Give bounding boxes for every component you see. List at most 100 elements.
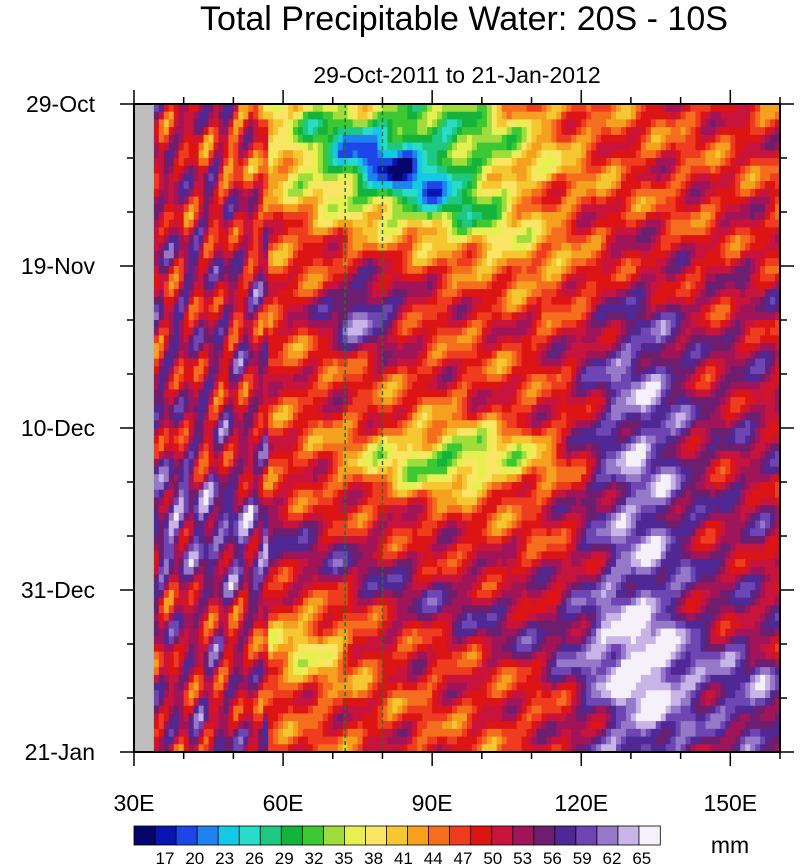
heatmap-cell [740, 250, 746, 259]
heatmap-cell [183, 134, 190, 144]
heatmap-cell [283, 104, 289, 113]
heatmap-cell [521, 119, 528, 128]
heatmap-cell [322, 389, 329, 398]
heatmap-cell [755, 134, 761, 144]
heatmap-cell [258, 289, 264, 298]
heatmap-cell [367, 374, 374, 383]
heatmap-cell [198, 273, 205, 283]
heatmap-cell [576, 204, 582, 213]
heatmap-cell [690, 250, 697, 259]
heatmap-cell [601, 350, 607, 360]
heatmap-cell [765, 227, 771, 236]
heatmap-cell [243, 327, 249, 337]
heatmap-cell [382, 389, 389, 398]
heatmap-cell [337, 181, 344, 190]
heatmap-cell [238, 281, 244, 290]
heatmap-cell [536, 258, 543, 267]
heatmap-cell [625, 320, 632, 329]
heatmap-cell [432, 165, 438, 175]
heatmap-cell [476, 219, 483, 229]
heatmap-cell [541, 381, 548, 391]
heatmap-cell [521, 358, 528, 367]
heatmap-cell [635, 150, 642, 159]
heatmap-cell [735, 374, 741, 383]
heatmap-cell [278, 134, 284, 144]
heatmap-cell [625, 204, 632, 213]
heatmap-cell [362, 212, 369, 221]
heatmap-cell [193, 258, 200, 267]
heatmap-cell [307, 304, 314, 313]
heatmap-cell [173, 304, 180, 313]
heatmap-cell [148, 173, 155, 182]
heatmap-cell [347, 235, 354, 244]
heatmap-cell [263, 258, 269, 267]
heatmap-cell [725, 281, 731, 290]
heatmap-cell [680, 181, 687, 190]
heatmap-cell [392, 296, 398, 306]
heatmap-cell [695, 181, 702, 190]
heatmap-cell [471, 173, 478, 182]
heatmap-cell [586, 227, 592, 236]
heatmap-cell [561, 304, 567, 313]
heatmap-cell [461, 258, 468, 267]
heatmap-cell [730, 196, 736, 205]
heatmap-cell [506, 312, 513, 321]
heatmap-cell [566, 258, 572, 267]
heatmap-cell [576, 358, 582, 367]
heatmap-cell [213, 250, 220, 259]
heatmap-cell [740, 374, 746, 383]
heatmap-cell [188, 296, 195, 306]
heatmap-cell [253, 335, 259, 344]
heatmap-cell [725, 173, 731, 182]
heatmap-cell [685, 312, 692, 321]
heatmap-cell [775, 242, 780, 252]
heatmap-cell [387, 312, 393, 321]
heatmap-cell [342, 119, 349, 128]
heatmap-cell [466, 296, 473, 306]
heatmap-cell [143, 219, 150, 229]
heatmap-cell [710, 204, 716, 213]
heatmap-cell [417, 281, 423, 290]
heatmap-cell [526, 127, 533, 136]
heatmap-cell [581, 111, 587, 121]
heatmap-cell [645, 335, 652, 344]
heatmap-cell [342, 196, 349, 205]
heatmap-cell [452, 212, 458, 221]
heatmap-cell [442, 127, 448, 136]
heatmap-cell [158, 273, 165, 283]
heatmap-cell [700, 227, 707, 236]
heatmap-cell [263, 142, 269, 151]
heatmap-cell [516, 312, 523, 321]
heatmap-cell [670, 304, 677, 313]
heatmap-cell [263, 374, 269, 383]
heatmap-cell [407, 219, 413, 229]
heatmap-cell [392, 173, 398, 182]
heatmap-cell [730, 165, 736, 175]
heatmap-cell [223, 266, 230, 275]
heatmap-cell [625, 188, 632, 198]
heatmap-cell [447, 350, 453, 360]
heatmap-cell [745, 358, 751, 367]
heatmap-cell [307, 219, 314, 229]
heatmap-cell [506, 296, 513, 306]
heatmap-cell [417, 266, 423, 275]
heatmap-cell [536, 227, 543, 236]
heatmap-cell [382, 358, 389, 367]
heatmap-cell [253, 127, 259, 136]
heatmap-cell [432, 142, 438, 151]
heatmap-cell [233, 235, 239, 244]
heatmap-cell [506, 304, 513, 313]
heatmap-cell [461, 389, 468, 398]
heatmap-cell [551, 204, 557, 213]
heatmap-cell [705, 181, 712, 190]
heatmap-cell [312, 389, 319, 398]
heatmap-cell [402, 258, 408, 267]
heatmap-cell [442, 320, 448, 329]
heatmap-cell [566, 150, 572, 159]
heatmap-cell [745, 258, 751, 267]
heatmap-cell [680, 381, 687, 391]
heatmap-cell [571, 235, 577, 244]
heatmap-cell [645, 350, 652, 360]
heatmap-cell [551, 343, 557, 352]
heatmap-cell [437, 242, 443, 252]
